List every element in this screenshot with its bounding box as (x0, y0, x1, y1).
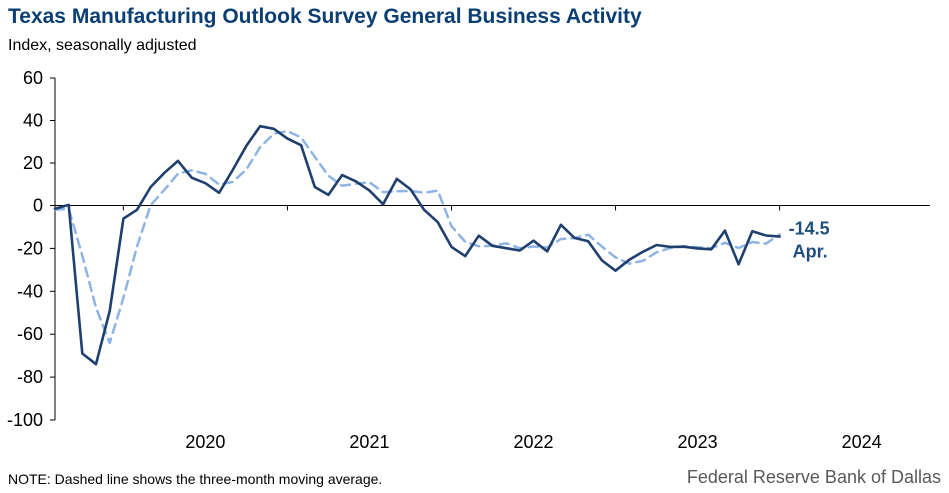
source-label: Federal Reserve Bank of Dallas (686, 467, 941, 487)
y-tick-label: -20 (17, 238, 43, 258)
y-tick-label: -60 (17, 324, 43, 344)
x-tick-label: 2022 (513, 432, 553, 452)
x-axis: 2020 2021 2022 2023 2024 (55, 205, 930, 452)
chart-title: Texas Manufacturing Outlook Survey Gener… (8, 5, 642, 28)
y-tick-label: 40 (23, 111, 43, 131)
y-tick-label: -100 (7, 410, 43, 430)
y-tick-label: 20 (23, 153, 43, 173)
x-tick-label: 2020 (185, 432, 225, 452)
y-axis: 60 40 20 0 -20 -40 -60 -80 -100 (7, 68, 56, 430)
series-line-index (53, 124, 781, 366)
y-tick-label: -80 (17, 367, 43, 387)
y-tick-label: 0 (33, 196, 43, 216)
x-tick-label: 2024 (842, 432, 882, 452)
series-layer (53, 124, 781, 366)
x-tick-label: 2023 (678, 432, 718, 452)
footnote: NOTE: Dashed line shows the three-month … (8, 471, 383, 487)
chart-subtitle: Index, seasonally adjusted (8, 37, 197, 54)
series-line-moving-average (53, 129, 781, 345)
latest-month-label: Apr. (793, 242, 828, 262)
latest-value-label: -14.5 (789, 219, 830, 239)
y-tick-label: -40 (17, 281, 43, 301)
x-tick-label: 2021 (349, 432, 389, 452)
y-tick-label: 60 (23, 68, 43, 88)
annotation-layer: -14.5 Apr. (789, 219, 830, 262)
